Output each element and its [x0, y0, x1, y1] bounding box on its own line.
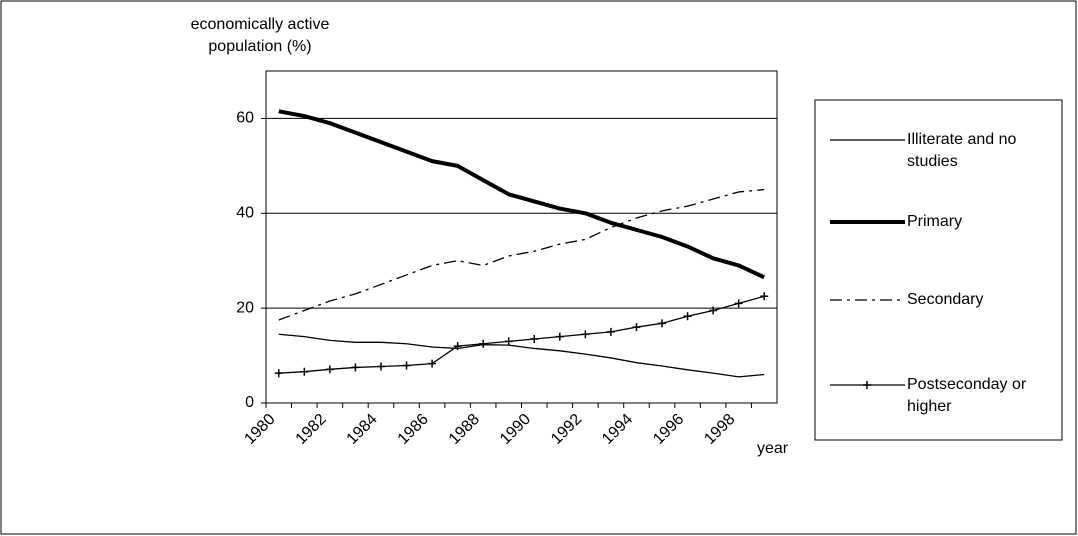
series-line	[278, 109, 766, 280]
point-marker	[428, 359, 437, 368]
legend-label: Postseconday or higher	[907, 376, 1027, 415]
x-tick-label: 1994	[599, 411, 636, 448]
point-marker	[402, 361, 411, 370]
legend-label: Illiterate and no studies	[907, 131, 1017, 170]
point-marker	[376, 362, 385, 371]
y-tick-label: 40	[236, 205, 254, 222]
series-line	[278, 188, 765, 321]
x-tick-label: 1986	[395, 411, 432, 448]
y-axis-label: economically active population (%)	[190, 16, 330, 55]
series-line	[278, 295, 765, 374]
point-marker	[530, 334, 539, 343]
x-tick-label: 1980	[241, 411, 278, 448]
x-tick-label: 1990	[497, 411, 534, 448]
x-tick-label: 1998	[701, 411, 738, 448]
x-tick-label: 1996	[650, 411, 687, 448]
x-axis-label: year	[757, 440, 789, 457]
x-tick-label: 1988	[446, 411, 483, 448]
point-marker	[504, 337, 513, 346]
point-marker	[300, 367, 309, 376]
x-tick-label: 1984	[344, 411, 381, 448]
point-marker	[606, 327, 615, 336]
series-line	[278, 333, 765, 378]
x-tick-label: 1982	[292, 411, 329, 448]
legend-box	[814, 99, 1063, 441]
point-marker	[760, 292, 769, 301]
y-tick-label: 0	[245, 394, 254, 411]
y-tick-label: 60	[236, 110, 254, 127]
point-marker	[658, 319, 667, 328]
point-marker	[581, 330, 590, 339]
legend-label: Primary	[907, 213, 963, 230]
point-marker	[683, 312, 692, 321]
point-marker	[555, 332, 564, 341]
plot-area	[265, 70, 778, 404]
point-marker	[325, 365, 334, 374]
legend-marker	[863, 381, 871, 389]
point-marker	[632, 323, 641, 332]
point-marker	[453, 342, 462, 351]
point-marker	[351, 363, 360, 372]
y-tick-label: 20	[236, 299, 254, 316]
point-marker	[479, 339, 488, 348]
point-marker	[709, 306, 718, 315]
point-marker	[734, 299, 743, 308]
point-marker	[274, 369, 283, 378]
x-tick-label: 1992	[548, 411, 585, 448]
legend-label: Secondary	[907, 291, 984, 308]
